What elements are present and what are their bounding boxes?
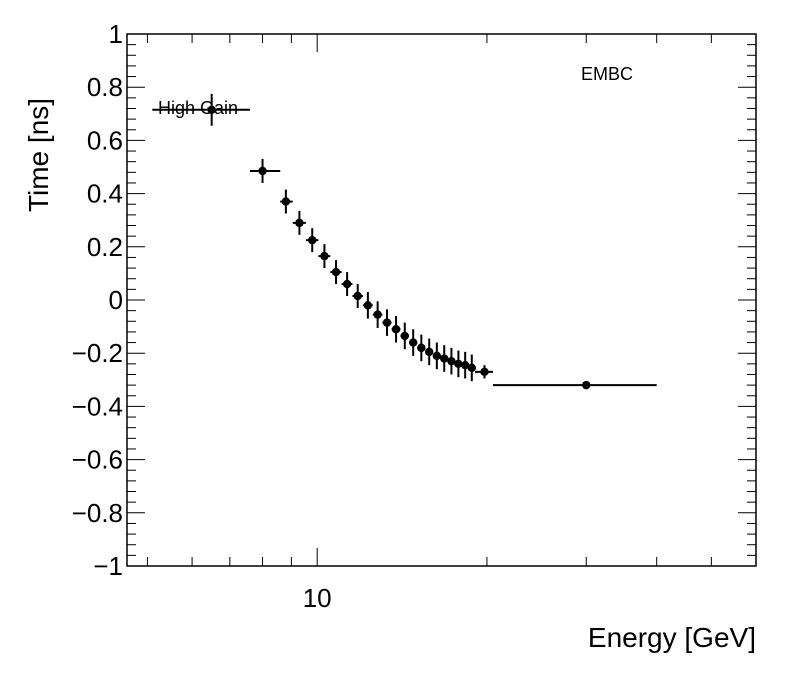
marker	[281, 197, 291, 206]
x-axis-title: Energy [GeV]	[588, 622, 756, 653]
data-point	[447, 347, 456, 375]
marker	[460, 360, 470, 370]
data-point	[341, 272, 353, 297]
data-point	[382, 309, 392, 336]
marker	[417, 343, 426, 353]
y-tick-label: −0.4	[72, 391, 123, 421]
y-tick-label: 0	[109, 285, 123, 315]
data-point	[460, 351, 470, 379]
y-tick-label: −1	[93, 551, 123, 581]
data-point	[152, 93, 250, 126]
marker	[400, 331, 409, 341]
marker	[353, 291, 362, 301]
legend-entry-high-gain: High Gain	[158, 98, 238, 118]
annotation-embc: EMBC	[581, 64, 633, 84]
data-point	[408, 329, 418, 356]
marker	[408, 338, 418, 347]
y-tick-label: −0.6	[72, 445, 123, 475]
y-tick-label: −0.8	[72, 498, 123, 528]
data-point	[280, 189, 293, 214]
marker	[382, 318, 392, 327]
y-tick-label: 1	[109, 19, 123, 49]
data-point	[362, 292, 373, 319]
marker	[207, 105, 216, 115]
marker	[295, 218, 304, 228]
marker	[440, 354, 449, 363]
marker	[373, 310, 382, 319]
marker	[454, 359, 463, 369]
y-axis-title: Time [ns]	[23, 98, 54, 212]
marker	[391, 325, 401, 334]
x-tick-label: 10	[303, 583, 332, 613]
data-point	[352, 284, 363, 308]
marker	[363, 301, 373, 310]
y-tick-label: 0.6	[87, 125, 123, 155]
data-point	[425, 338, 434, 366]
marker	[582, 380, 591, 390]
data-point	[330, 260, 342, 285]
data-point	[400, 322, 410, 350]
data-point	[249, 159, 281, 183]
y-axis-tick-labels: −1 −0.8 −0.6 −0.4 −0.2 0 0.2 0.4 0.6 0.8 1	[72, 19, 123, 581]
data-point	[391, 315, 401, 343]
data-point	[492, 380, 657, 390]
marker	[425, 347, 434, 357]
marker	[258, 166, 267, 176]
marker	[467, 363, 476, 373]
data-point	[372, 301, 383, 328]
data-point	[440, 345, 449, 372]
marker	[331, 267, 341, 277]
marker	[480, 367, 489, 377]
y-tick-label: 0.4	[87, 179, 123, 209]
data-point	[417, 334, 426, 362]
marker	[447, 356, 456, 366]
x-axis-ticks	[146, 34, 757, 566]
x-axis-tick-labels: 10	[303, 583, 332, 613]
data-point	[305, 228, 319, 253]
marker	[320, 251, 329, 261]
marker	[342, 279, 352, 289]
marker	[432, 351, 442, 361]
y-tick-label: −0.2	[72, 338, 123, 368]
y-tick-label: 0.8	[87, 72, 123, 102]
data-point	[432, 342, 442, 370]
data-points	[152, 93, 657, 390]
data-point	[454, 350, 463, 378]
data-point	[467, 354, 476, 382]
marker	[308, 235, 317, 245]
data-point	[292, 210, 306, 235]
y-axis-ticks	[127, 33, 756, 567]
data-point	[475, 365, 493, 379]
y-tick-label: 0.2	[87, 232, 123, 262]
data-point	[318, 244, 331, 269]
